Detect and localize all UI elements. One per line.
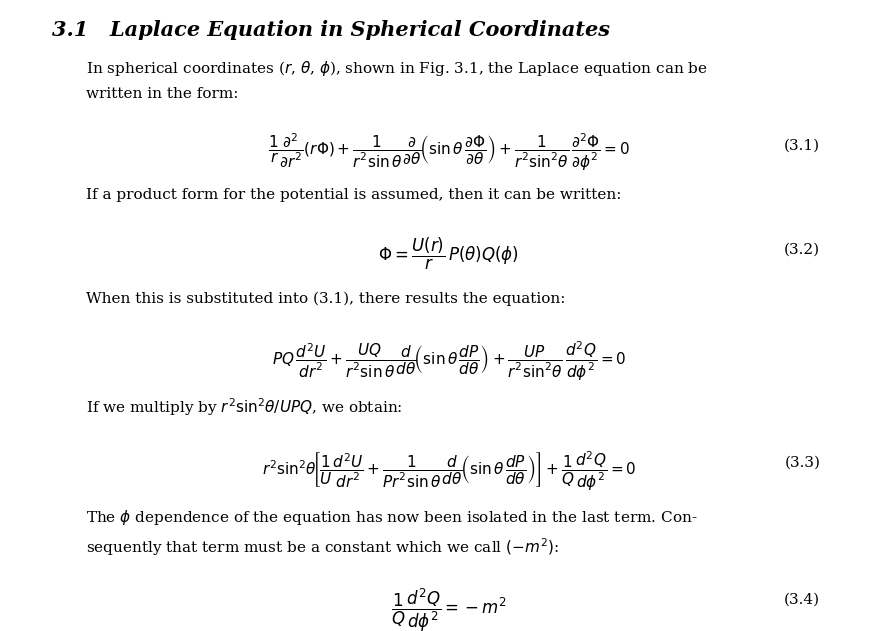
Text: In spherical coordinates ($r$, $\theta$, $\phi$), shown in Fig. 3.1, the Laplace: In spherical coordinates ($r$, $\theta$,… [87,59,708,78]
Text: When this is substituted into (3.1), there results the equation:: When this is substituted into (3.1), the… [87,292,566,307]
Text: (3.1): (3.1) [784,139,820,153]
Text: $\dfrac{1}{Q}\dfrac{d^2Q}{d\phi^2} = -m^2$: $\dfrac{1}{Q}\dfrac{d^2Q}{d\phi^2} = -m^… [391,587,507,631]
Text: $PQ\,\dfrac{d^2U}{dr^2} + \dfrac{UQ}{r^2\sin\theta}\dfrac{d}{d\theta}\!\left(\si: $PQ\,\dfrac{d^2U}{dr^2} + \dfrac{UQ}{r^2… [272,340,626,383]
Text: $\dfrac{1}{r}\dfrac{\partial^2}{\partial r^2}(r\Phi) + \dfrac{1}{r^2\sin\theta}\: $\dfrac{1}{r}\dfrac{\partial^2}{\partial… [268,132,630,173]
Text: (3.2): (3.2) [784,243,820,257]
Text: If a product form for the potential is assumed, then it can be written:: If a product form for the potential is a… [87,188,622,202]
Text: 3.1   Laplace Equation in Spherical Coordinates: 3.1 Laplace Equation in Spherical Coordi… [52,20,610,40]
Text: sequently that term must be a constant which we call $(-m^2)$:: sequently that term must be a constant w… [87,536,559,558]
Text: $\Phi = \dfrac{U(r)}{r}\,P(\theta)Q(\phi)$: $\Phi = \dfrac{U(r)}{r}\,P(\theta)Q(\phi… [379,236,520,272]
Text: $r^2\sin^2\!\theta\!\left[\dfrac{1}{U}\dfrac{d^2U}{dr^2} + \dfrac{1}{Pr^2\sin\th: $r^2\sin^2\!\theta\!\left[\dfrac{1}{U}\d… [262,449,636,493]
Text: (3.3): (3.3) [784,456,820,470]
Text: (3.4): (3.4) [784,593,820,606]
Text: The $\phi$ dependence of the equation has now been isolated in the last term. Co: The $\phi$ dependence of the equation ha… [87,509,698,528]
Text: written in the form:: written in the form: [87,87,239,101]
Text: If we multiply by $r^2\sin^2\!\theta/UPQ$, we obtain:: If we multiply by $r^2\sin^2\!\theta/UPQ… [87,396,402,418]
